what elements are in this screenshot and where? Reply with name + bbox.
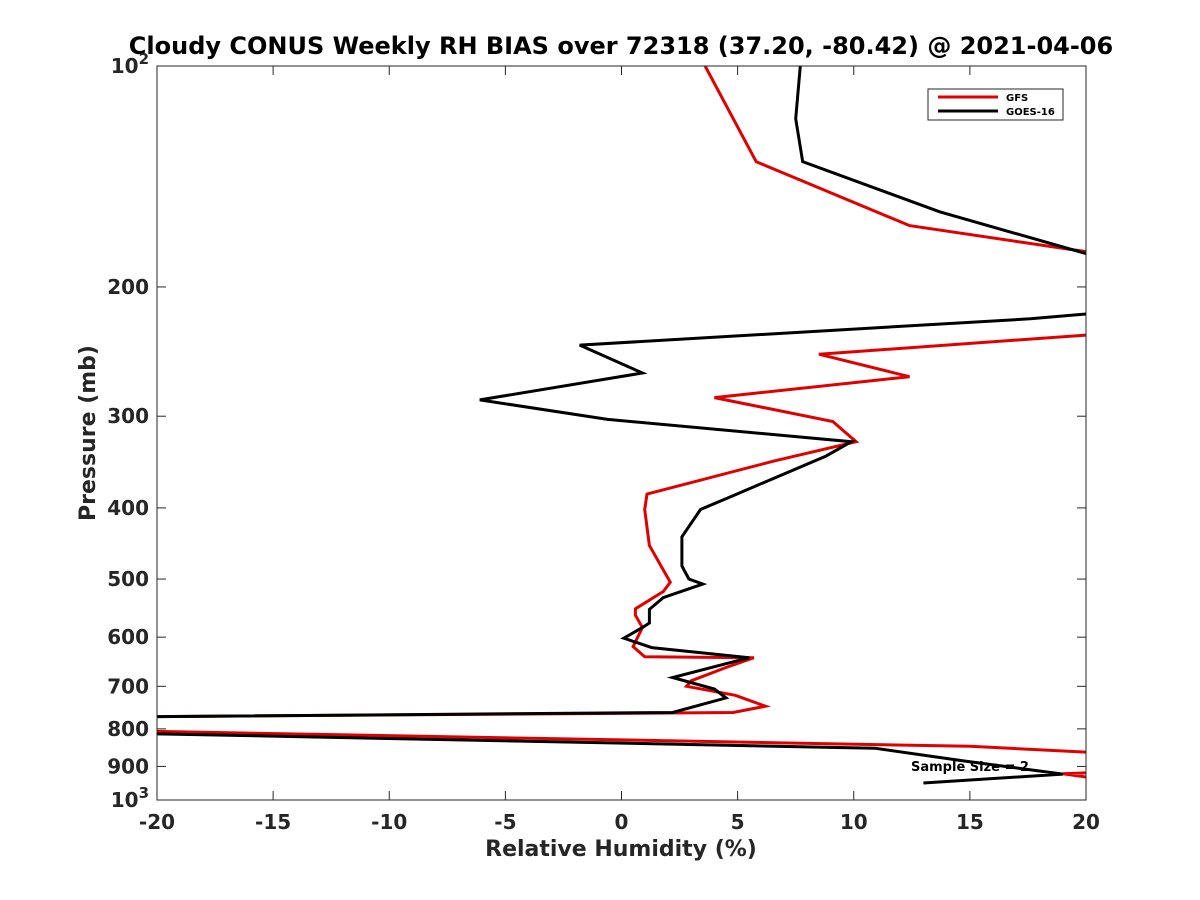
y-tick-label-exponent: 2: [139, 50, 149, 68]
y-tick-label-base: 10: [111, 54, 139, 78]
y-tick-label: 200: [107, 275, 149, 299]
x-tick-label: -20: [139, 810, 175, 834]
y-tick-label: 102: [111, 50, 149, 78]
y-tick-label-base: 700: [107, 674, 149, 698]
y-tick-label-base: 800: [107, 717, 149, 741]
y-tick-label-base: 300: [107, 404, 149, 428]
y-tick-label-base: 900: [107, 754, 149, 778]
y-tick-label: 800: [107, 717, 149, 741]
y-tick-label-base: 10: [111, 788, 139, 812]
sample-size-annotation: Sample Size = 2: [911, 760, 1029, 775]
y-tick-label: 400: [107, 496, 149, 520]
x-tick-label: 5: [731, 810, 745, 834]
legend-box: [927, 88, 1064, 121]
chart-title: Cloudy CONUS Weekly RH BIAS over 72318 (…: [129, 32, 1113, 60]
y-tick-label: 103: [111, 784, 149, 812]
y-tick-label: 600: [107, 625, 149, 649]
x-tick-label: -15: [255, 810, 291, 834]
y-tick-label-base: 400: [107, 496, 149, 520]
legend: GFS GOES-16: [927, 88, 1064, 121]
plot-frame: [156, 65, 1087, 801]
legend-label: GFS: [1006, 93, 1028, 104]
series-layer: [157, 66, 1086, 785]
series-line-gfs: [157, 66, 1086, 779]
legend-label: GOES-16: [1006, 107, 1055, 118]
y-tick-label-base: 600: [107, 625, 149, 649]
y-tick-label: 900: [107, 754, 149, 778]
y-tick-label-exponent: 3: [139, 784, 149, 802]
series-line-goes-16: [157, 66, 1086, 785]
x-tick-label: 10: [840, 810, 868, 834]
y-tick-label: 700: [107, 674, 149, 698]
y-tick-label-base: 500: [107, 567, 149, 591]
y-axis-label: Pressure (mb): [76, 345, 101, 521]
x-tick-label: -10: [371, 810, 407, 834]
x-tick-label: -5: [494, 810, 516, 834]
y-tick-label-base: 200: [107, 275, 149, 299]
x-tick-label: 20: [1072, 810, 1100, 834]
x-tick-label: 0: [615, 810, 629, 834]
y-tick-label: 500: [107, 567, 149, 591]
x-tick-label: 15: [956, 810, 984, 834]
y-tick-label: 300: [107, 404, 149, 428]
x-axis: -20 -15 -10 -5 0 5 10 15 20: [139, 66, 1100, 834]
x-axis-label: Relative Humidity (%): [485, 837, 757, 862]
